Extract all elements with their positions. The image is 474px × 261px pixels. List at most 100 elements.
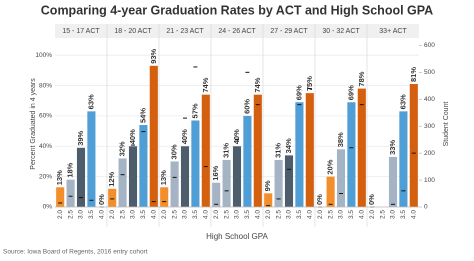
panel-header: 33+ ACT bbox=[379, 28, 407, 35]
bar bbox=[66, 179, 75, 207]
value-label: 20% bbox=[326, 159, 335, 174]
y-tick-label: 80% bbox=[39, 82, 52, 89]
value-label: 0% bbox=[367, 194, 376, 205]
x-tick-label: 2.0 bbox=[161, 210, 168, 219]
x-tick-label: 2.0 bbox=[213, 210, 220, 219]
bar bbox=[201, 94, 210, 207]
value-label: 33% bbox=[388, 140, 397, 155]
x-tick-label: 3.5 bbox=[400, 210, 407, 219]
value-label: 60% bbox=[242, 99, 251, 114]
bar bbox=[160, 187, 169, 207]
bar bbox=[357, 88, 366, 207]
x-tick-label: 3.5 bbox=[140, 210, 147, 219]
y-axis-title: Percent Graduated in 4 years bbox=[30, 78, 37, 170]
x-tick-label: 2.0 bbox=[265, 210, 272, 219]
x-tick-label: 4.0 bbox=[411, 210, 418, 219]
value-label: 40% bbox=[180, 129, 189, 144]
value-label: 12% bbox=[107, 171, 116, 186]
y2-tick-label: 100 bbox=[424, 177, 435, 184]
value-label: 74% bbox=[253, 77, 262, 92]
x-tick-label: 3.0 bbox=[78, 210, 85, 219]
x-tick-label: 3.0 bbox=[338, 210, 345, 219]
bar bbox=[180, 146, 190, 207]
source-note: Source: Iowa Board of Regents, 2016 entr… bbox=[3, 249, 148, 256]
y-tick-label: 0% bbox=[43, 204, 53, 211]
bar bbox=[284, 155, 294, 207]
y2-tick-label: 300 bbox=[424, 123, 435, 130]
bar bbox=[232, 146, 242, 207]
bar bbox=[191, 120, 200, 207]
value-label: 74% bbox=[201, 77, 210, 92]
value-label: 16% bbox=[211, 165, 220, 180]
value-label: 69% bbox=[346, 85, 355, 100]
panel-header: 24 - 26 ACT bbox=[218, 28, 256, 35]
value-label: 40% bbox=[232, 129, 241, 144]
bar bbox=[409, 84, 418, 207]
y2-axis-title: Student Count bbox=[443, 102, 450, 147]
bar bbox=[253, 94, 262, 207]
panel-header: 18 - 20 ACT bbox=[114, 28, 152, 35]
x-tick-label: 2.5 bbox=[119, 210, 126, 219]
bar bbox=[149, 65, 158, 208]
value-label: 31% bbox=[222, 143, 231, 158]
y2-tick-label: 0 bbox=[424, 204, 428, 211]
bar bbox=[128, 146, 138, 207]
value-label: 54% bbox=[138, 108, 147, 123]
x-tick-label: 4.0 bbox=[255, 210, 262, 219]
chart-title: Comparing 4-year Graduation Rates by ACT… bbox=[41, 3, 433, 17]
x-tick-label: 2.5 bbox=[327, 210, 334, 219]
y-tick-label: 100% bbox=[35, 52, 52, 59]
panel-header-strip bbox=[55, 24, 419, 38]
x-tick-label: 3.5 bbox=[192, 210, 199, 219]
bar bbox=[212, 182, 221, 207]
x-tick-label: 3.5 bbox=[244, 210, 251, 219]
value-label: 13% bbox=[55, 170, 64, 185]
bar bbox=[243, 115, 252, 207]
y2-tick-label: 400 bbox=[424, 96, 435, 103]
bar bbox=[76, 147, 86, 207]
value-label: 32% bbox=[118, 141, 127, 156]
x-tick-label: 2.0 bbox=[317, 210, 324, 219]
value-label: 39% bbox=[76, 130, 85, 145]
bar bbox=[264, 193, 273, 207]
x-tick-label: 2.5 bbox=[223, 210, 230, 219]
value-label: 40% bbox=[128, 129, 137, 144]
value-label: 69% bbox=[294, 85, 303, 100]
x-tick-label: 3.0 bbox=[130, 210, 137, 219]
x-tick-label: 3.0 bbox=[234, 210, 241, 219]
bar bbox=[118, 158, 127, 207]
x-tick-label: 4.0 bbox=[203, 210, 210, 219]
y-tick-label: 20% bbox=[39, 173, 52, 180]
x-tick-label: 2.0 bbox=[109, 210, 116, 219]
value-label: 63% bbox=[86, 94, 95, 109]
x-axis-title: High School GPA bbox=[206, 232, 268, 241]
bar bbox=[108, 188, 117, 207]
value-label: 30% bbox=[170, 144, 179, 159]
bar bbox=[388, 156, 398, 207]
x-tick-label: 3.5 bbox=[88, 210, 95, 219]
value-label: 18% bbox=[66, 162, 75, 177]
x-tick-label: 4.0 bbox=[307, 210, 314, 219]
value-label: 78% bbox=[357, 71, 366, 86]
value-label: 34% bbox=[284, 138, 293, 153]
x-tick-label: 4.0 bbox=[99, 210, 106, 219]
panel-header: 30 - 32 ACT bbox=[322, 28, 360, 35]
bar bbox=[222, 159, 231, 207]
y2-tick-label: 500 bbox=[424, 69, 435, 76]
value-label: 57% bbox=[190, 103, 199, 118]
value-label: 31% bbox=[274, 143, 283, 158]
y2-tick-label: 600 bbox=[424, 42, 435, 49]
bar bbox=[305, 93, 314, 207]
value-label: 13% bbox=[159, 170, 168, 185]
value-label: 0% bbox=[97, 194, 106, 205]
panel-header: 21 - 23 ACT bbox=[166, 28, 204, 35]
x-tick-label: 3.0 bbox=[390, 210, 397, 219]
x-tick-label: 2.5 bbox=[379, 210, 386, 219]
x-tick-label: 3.0 bbox=[182, 210, 189, 219]
bar bbox=[274, 159, 283, 207]
panel-header: 15 - 17 ACT bbox=[62, 28, 100, 35]
value-label: 0% bbox=[315, 194, 324, 205]
x-tick-label: 3.0 bbox=[286, 210, 293, 219]
